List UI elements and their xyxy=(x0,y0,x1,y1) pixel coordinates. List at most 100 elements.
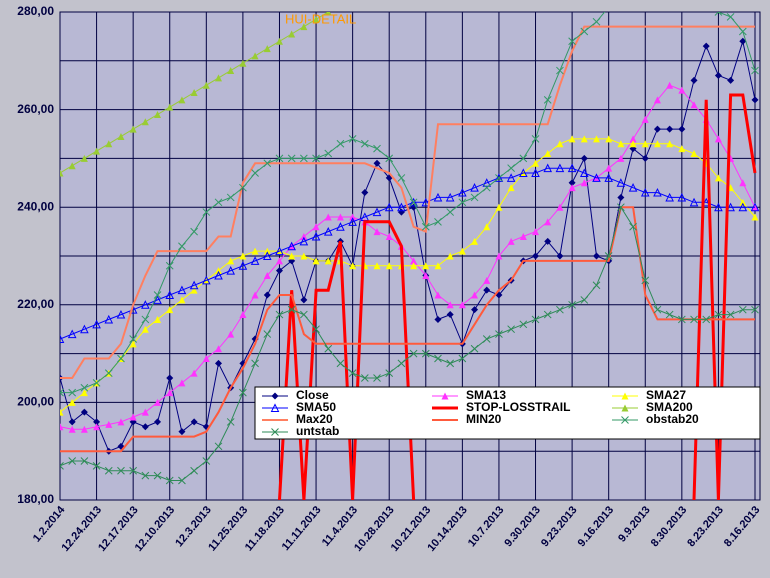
marker xyxy=(751,213,759,221)
marker xyxy=(519,154,528,163)
marker xyxy=(67,329,77,339)
marker xyxy=(726,13,735,21)
marker xyxy=(556,66,564,75)
marker xyxy=(60,461,64,470)
marker xyxy=(714,135,722,143)
y-tick-label: 180,00 xyxy=(17,492,54,506)
marker xyxy=(215,345,223,353)
marker xyxy=(592,173,601,182)
marker xyxy=(141,325,149,333)
marker xyxy=(238,261,248,270)
marker xyxy=(507,184,515,192)
marker xyxy=(80,383,89,392)
chart-title: HUI-DETAIL xyxy=(285,11,356,26)
y-tick-label: 220,00 xyxy=(17,297,54,311)
x-tick-label: 9.16.2013 xyxy=(576,504,617,549)
marker xyxy=(178,242,186,251)
marker xyxy=(251,291,259,299)
marker xyxy=(689,197,699,207)
marker xyxy=(239,311,247,319)
marker xyxy=(117,354,125,363)
marker xyxy=(270,403,280,412)
marker xyxy=(714,310,723,319)
marker xyxy=(239,252,247,260)
marker xyxy=(690,150,698,158)
marker xyxy=(727,76,735,84)
marker xyxy=(251,359,259,368)
marker xyxy=(239,59,247,67)
marker xyxy=(665,192,674,202)
marker xyxy=(287,305,296,314)
marker xyxy=(441,392,449,400)
marker xyxy=(422,262,430,270)
series xyxy=(60,25,755,379)
marker xyxy=(117,418,125,426)
marker xyxy=(471,306,479,314)
marker xyxy=(751,66,759,75)
marker xyxy=(690,76,698,84)
marker xyxy=(471,291,479,299)
series xyxy=(60,12,332,177)
marker xyxy=(275,154,284,163)
marker xyxy=(190,418,198,426)
marker xyxy=(129,335,138,343)
legend-label: STOP-LOSSTRAIL xyxy=(466,400,570,414)
marker xyxy=(409,197,418,207)
marker xyxy=(678,4,685,11)
marker xyxy=(458,354,467,363)
marker xyxy=(714,202,723,212)
marker xyxy=(446,311,454,319)
marker xyxy=(543,163,553,173)
marker xyxy=(80,408,88,416)
marker xyxy=(434,262,442,270)
series-line xyxy=(60,25,755,379)
marker xyxy=(177,285,187,295)
marker xyxy=(653,96,661,104)
marker xyxy=(543,95,552,104)
marker xyxy=(275,257,283,265)
marker xyxy=(202,275,211,285)
x-tick-label: 9.9.2013 xyxy=(616,504,653,545)
marker xyxy=(580,27,589,36)
marker xyxy=(385,232,393,240)
marker xyxy=(458,247,466,255)
marker xyxy=(202,208,211,216)
marker xyxy=(166,103,174,111)
marker xyxy=(202,81,210,89)
marker xyxy=(262,251,272,260)
marker xyxy=(288,252,296,260)
marker xyxy=(714,71,722,79)
marker xyxy=(556,140,564,148)
marker xyxy=(397,359,406,368)
marker xyxy=(312,223,320,231)
marker xyxy=(604,173,613,182)
marker xyxy=(739,37,747,45)
marker xyxy=(348,135,357,143)
marker xyxy=(336,359,345,368)
marker xyxy=(299,236,309,246)
marker xyxy=(166,374,174,382)
marker xyxy=(621,404,629,412)
marker xyxy=(617,154,625,162)
marker xyxy=(421,197,431,207)
marker xyxy=(385,262,393,270)
marker xyxy=(482,183,491,192)
marker xyxy=(507,325,515,334)
x-tick-label: 8.30.2013 xyxy=(649,504,690,549)
marker xyxy=(397,174,406,182)
marker xyxy=(93,147,101,155)
marker xyxy=(349,262,357,270)
marker xyxy=(93,423,101,431)
marker xyxy=(214,198,223,207)
marker xyxy=(263,45,271,53)
marker xyxy=(373,159,381,167)
marker xyxy=(288,30,296,38)
marker xyxy=(592,17,601,26)
marker xyxy=(482,178,492,187)
marker xyxy=(68,162,76,170)
marker xyxy=(129,413,137,421)
marker xyxy=(677,192,687,202)
marker xyxy=(215,267,223,275)
marker xyxy=(495,330,503,338)
